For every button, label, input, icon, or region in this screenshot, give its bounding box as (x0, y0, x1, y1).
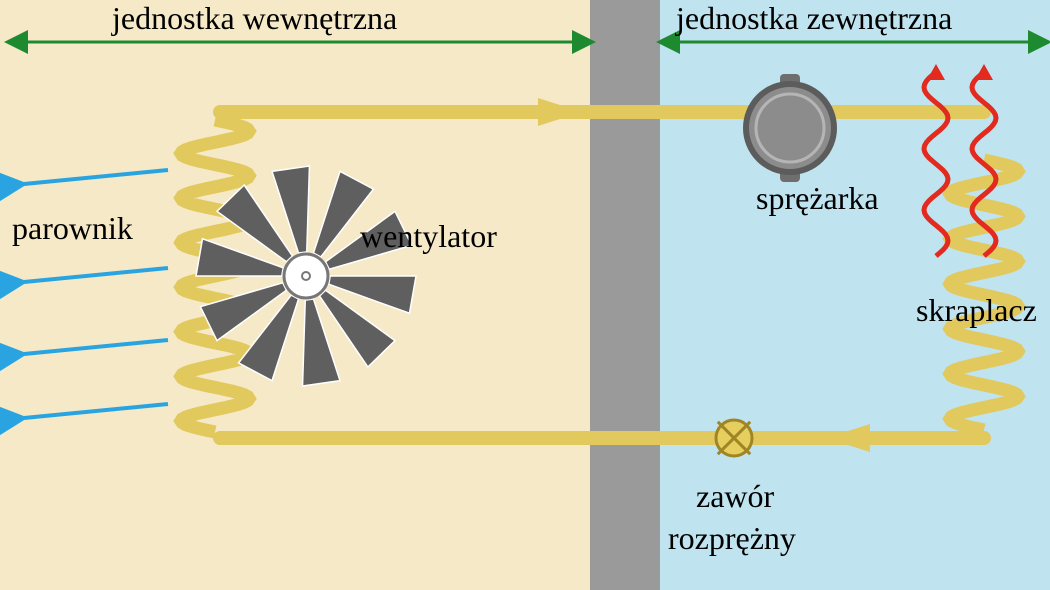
header-indoor-label: jednostka wewnętrzna (112, 0, 397, 37)
valve-label-line2: rozprężny (668, 520, 796, 557)
header-outdoor-label: jednostka zewnętrzna (676, 0, 952, 37)
cold-air-arrows (24, 170, 168, 418)
condenser-label: skraplacz (916, 292, 1037, 329)
refrigerant-pipe (220, 112, 984, 438)
compressor-label: sprężarka (756, 180, 879, 217)
valve-label-line1: zawór (696, 478, 774, 515)
evaporator-label: parownik (12, 210, 133, 247)
expansion-valve-icon (716, 420, 752, 456)
compressor-icon (746, 74, 834, 182)
fan-icon (196, 166, 416, 386)
fan-label: wentylator (360, 218, 497, 255)
diagram-stage: jednostka wewnętrzna jednostka zewnętrzn… (0, 0, 1050, 590)
diagram-svg (0, 0, 1050, 590)
